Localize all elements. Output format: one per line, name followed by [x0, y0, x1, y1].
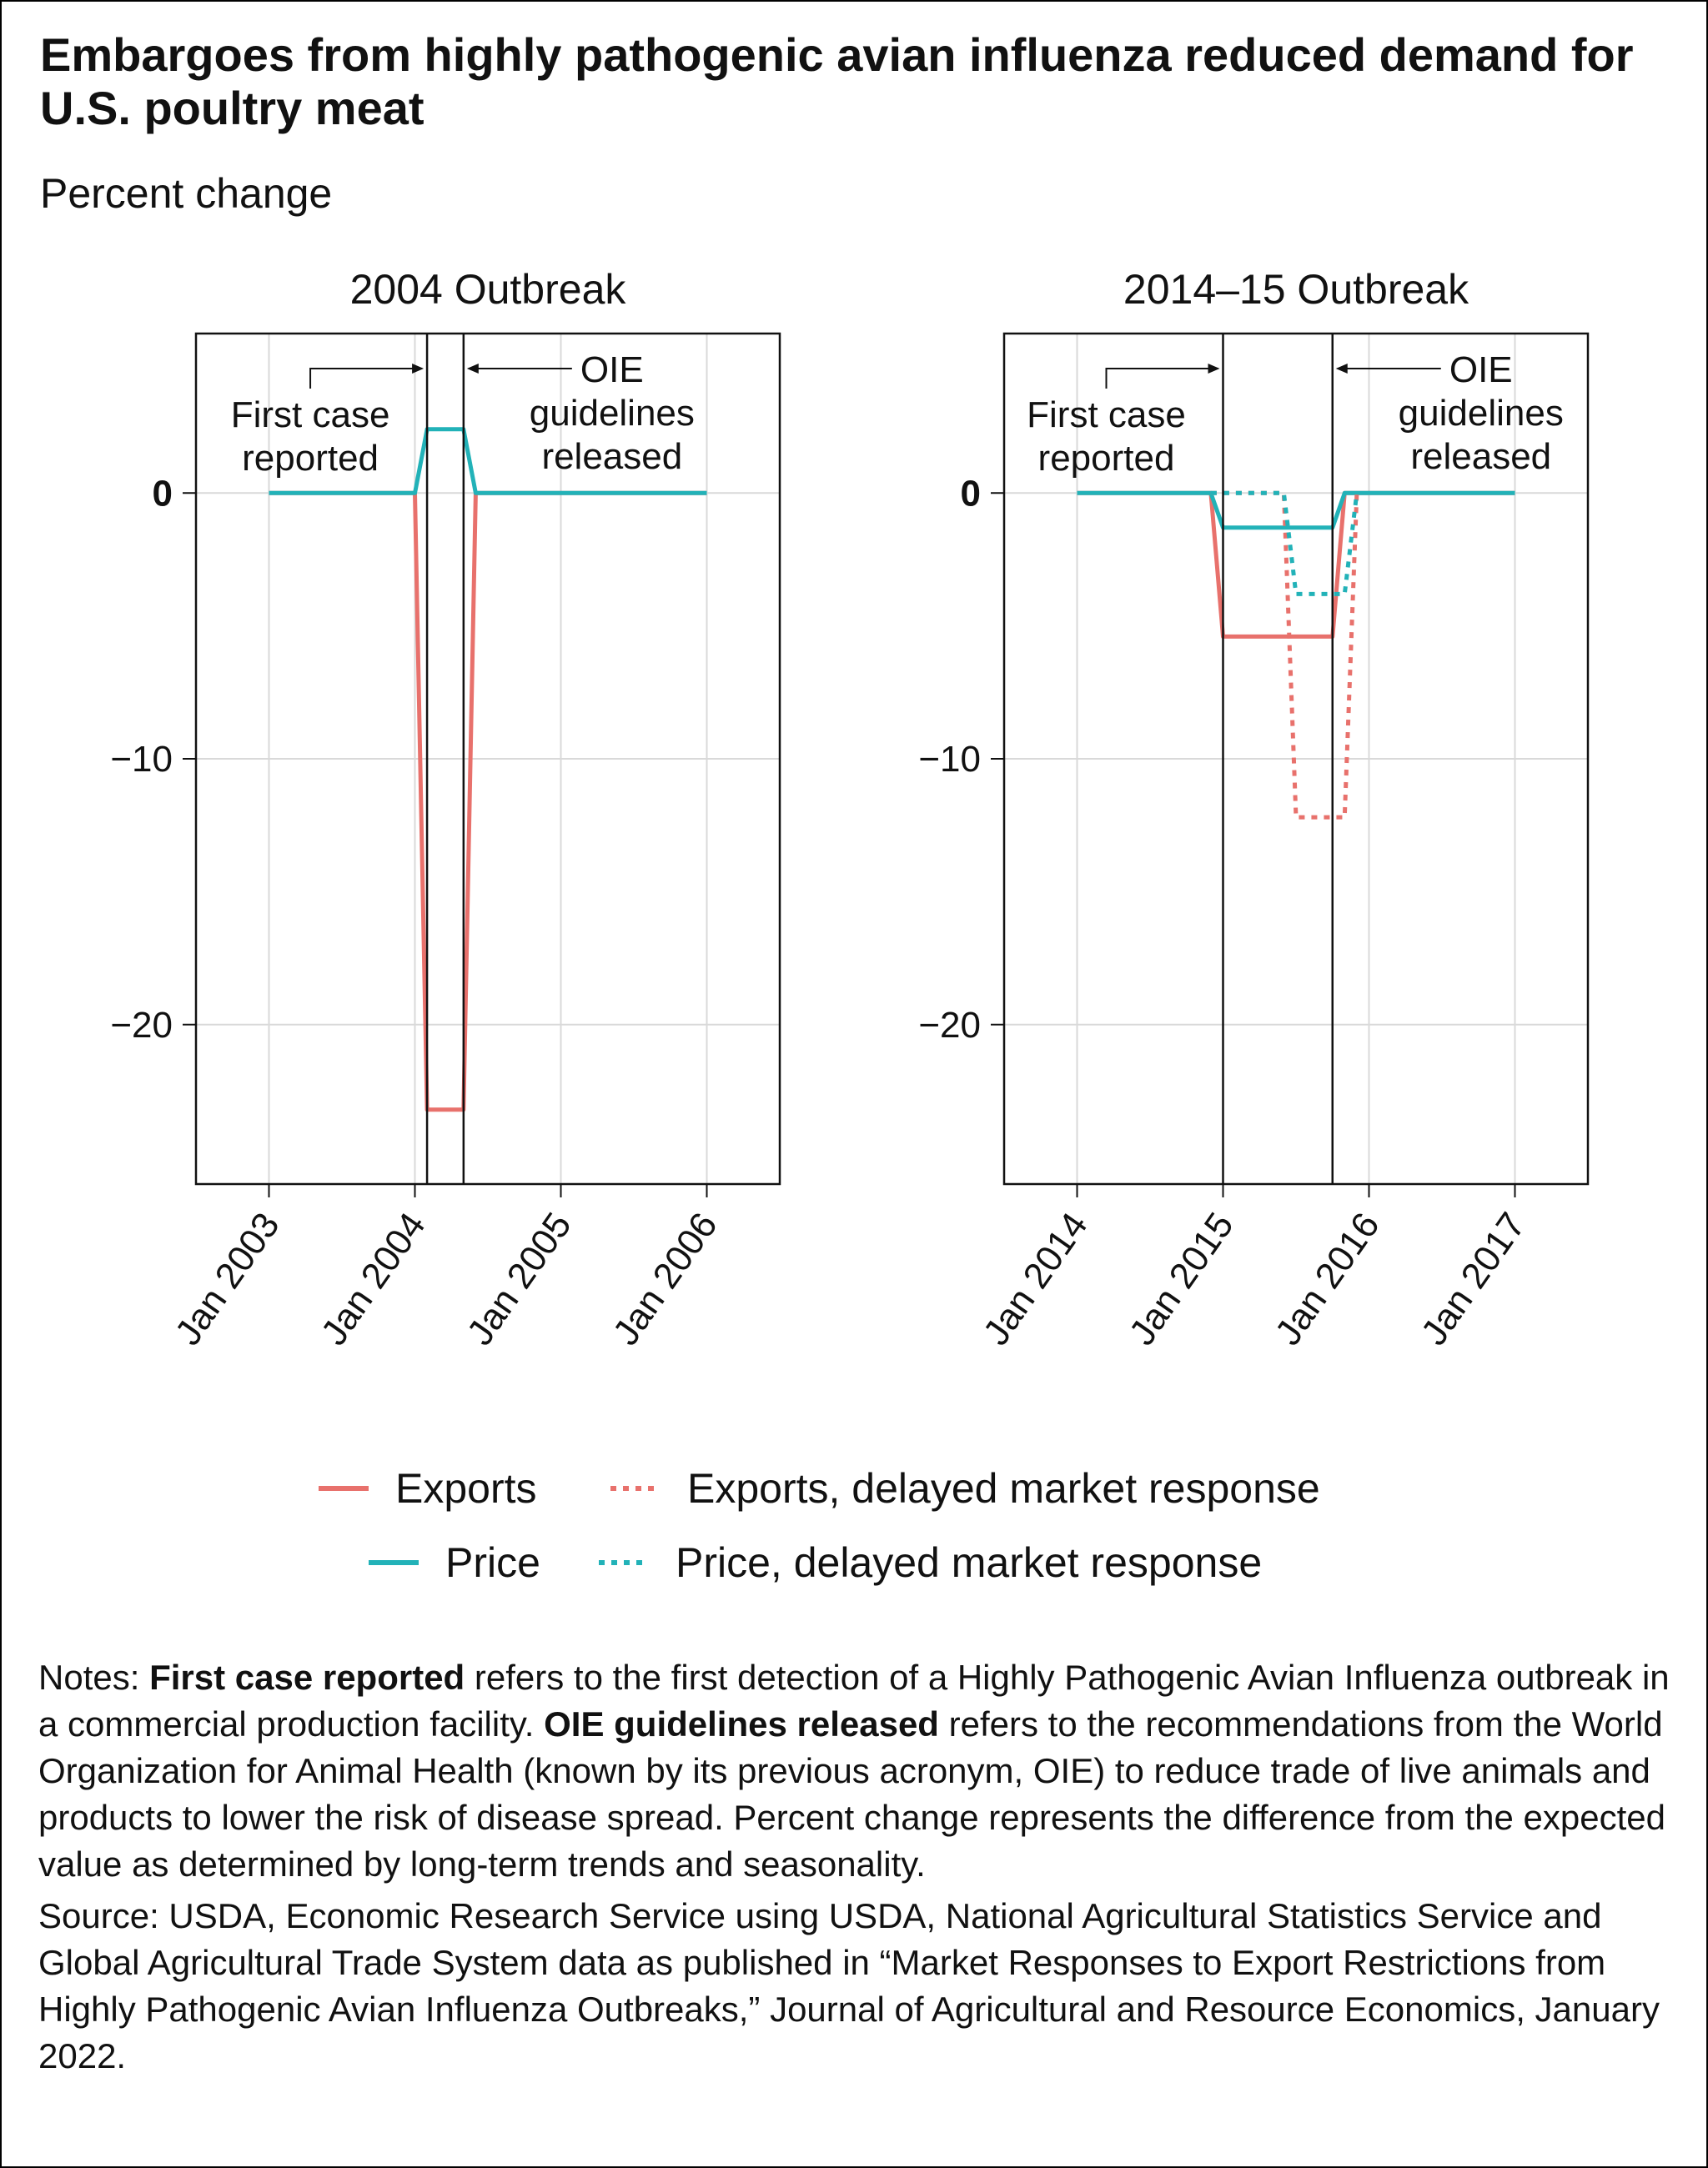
panel-2-title: 2014–15 Outbreak [1123, 266, 1469, 313]
panel-2-series-exports-delayed-market-response [1210, 490, 1359, 820]
legend-label-exports-delayed-market-response: Exports, delayed market response [687, 1465, 1320, 1512]
panel-1-x-tick-label: Jan 2003 [168, 1206, 288, 1352]
panel-1-annotation-oie-line: guidelines [530, 393, 695, 434]
notes-text-1: refers to the first detection of a Highl… [38, 1658, 1670, 1744]
panel-2-x-tick-label: Jan 2015 [1122, 1206, 1242, 1352]
panel-2-annotation-arrowhead-oie [1335, 364, 1348, 374]
panel-2-annotation-arrow-first-case [1105, 368, 1218, 389]
panel-1-x-tick-label: Jan 2006 [605, 1206, 726, 1352]
panel-1-annotation-arrowhead-first-case [412, 364, 424, 374]
legend-label-exports: Exports [395, 1465, 537, 1512]
panel-2-series-exports [1077, 490, 1515, 639]
panel-1-series-exports [269, 490, 707, 1112]
panel-1-y-tick-label: −20 [110, 1005, 173, 1046]
panel-1-annotation-oie-line: released [541, 436, 682, 477]
panel-2-plot-frame [1002, 332, 1590, 1186]
panel-1-y-tick-label: 0 [153, 473, 173, 514]
source-paragraph: Source: USDA, Economic Research Service … [38, 1896, 1660, 2075]
panel-2-series-price [1077, 490, 1515, 530]
notes-text-2: refers to the recommendations from the W… [38, 1704, 1665, 1884]
panel-2-series-price-delayed-market-response [1210, 490, 1359, 596]
panel-2-annotation-first-case-line: reported [1038, 438, 1175, 479]
panel-1-annotation-arrowhead-oie [466, 364, 479, 374]
y-axis-label: Percent change [40, 170, 333, 217]
notes-paragraph: Notes: First case reported refers to the… [38, 1654, 1685, 1888]
panel-2-annotation-first-case-line: First case [1027, 394, 1186, 435]
legend-label-price: Price [445, 1539, 540, 1586]
panel-2-y-tick-label: 0 [961, 473, 981, 514]
panel-2-annotation-arrowhead-first-case [1208, 364, 1220, 374]
legend-label-price-delayed-market-response: Price, delayed market response [676, 1539, 1262, 1586]
notes-term-oie: OIE guidelines released [544, 1704, 939, 1744]
panel-1-annotation-oie-line: OIE [580, 349, 644, 390]
notes-prefix: Notes: [38, 1658, 150, 1697]
panel-1-x-tick-label: Jan 2004 [314, 1206, 434, 1352]
panel-1-x-tick-label: Jan 2005 [460, 1206, 580, 1352]
panel-2-x-tick-label: Jan 2017 [1414, 1206, 1534, 1352]
panel-2-x-tick-label: Jan 2016 [1268, 1206, 1388, 1352]
panel-2-annotation-oie-line: guidelines [1399, 393, 1564, 434]
panel-1-annotation-arrow-first-case [309, 368, 423, 389]
notes-term-first-case: First case reported [149, 1658, 465, 1697]
panel-1-series-price [269, 427, 707, 495]
panel-2-annotation-oie-line: released [1410, 436, 1551, 477]
chart-title: Embargoes from highly pathogenic avian i… [40, 28, 1634, 134]
panel-1-plot-frame [194, 332, 781, 1186]
notes-section: Notes: First case reported refers to the… [38, 1654, 1685, 2080]
panel-2-x-tick-label: Jan 2014 [976, 1206, 1096, 1352]
panel-2-y-tick-label: −20 [918, 1005, 981, 1046]
panel-1-y-tick-label: −10 [110, 739, 173, 780]
panel-2-annotation-oie-line: OIE [1449, 349, 1513, 390]
panel-1-title: 2004 Outbreak [350, 266, 627, 313]
panel-1-annotation-first-case-line: reported [242, 438, 379, 479]
panel-2-y-tick-label: −10 [918, 739, 981, 780]
panel-1-annotation-first-case-line: First case [231, 394, 390, 435]
